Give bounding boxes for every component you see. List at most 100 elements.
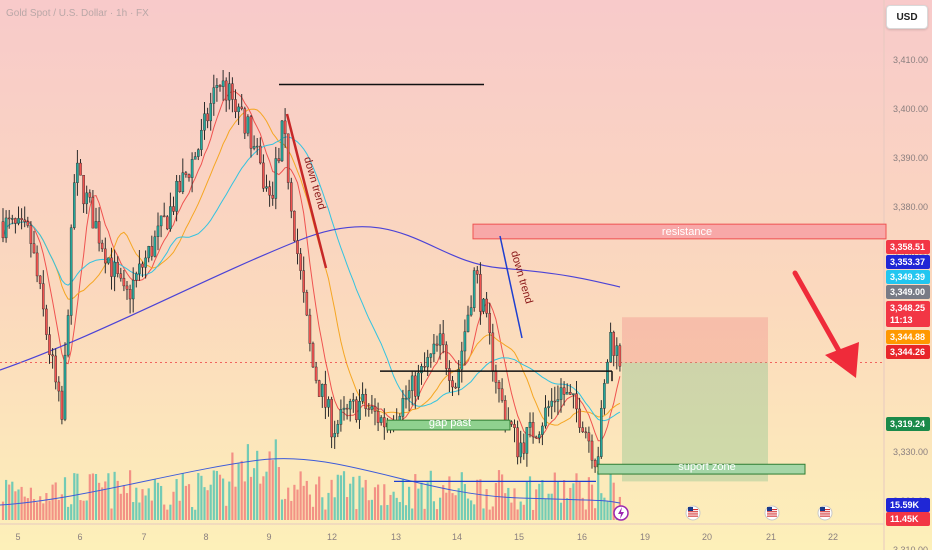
volume-bar (370, 499, 373, 520)
volume-ma-line (0, 458, 621, 506)
volume-bar (119, 493, 122, 520)
volume-badge: 15.59K (886, 498, 930, 512)
candle (196, 148, 200, 161)
candle (283, 108, 287, 148)
volume-bar (315, 484, 318, 520)
volume-bar (125, 493, 129, 520)
candle (14, 217, 17, 234)
volume-bar (395, 497, 398, 520)
y-tick-label: 3,400.00 (893, 104, 928, 114)
candle (562, 381, 566, 406)
candle (352, 392, 355, 413)
candle (339, 399, 343, 432)
x-tick-label: 21 (766, 532, 776, 542)
candle (35, 245, 39, 283)
svg-text:3,358.51: 3,358.51 (890, 242, 925, 252)
volume-bar (67, 506, 70, 520)
candle (51, 348, 54, 369)
lightning-icon[interactable] (613, 505, 629, 521)
volume-bar (442, 485, 445, 520)
volume-bar (479, 479, 482, 520)
volume-bar (544, 498, 547, 520)
us-flag-icon[interactable] (817, 505, 833, 521)
price-badge: 3,348.25 11:13 (886, 301, 930, 327)
candle (575, 380, 578, 423)
volume-bar (445, 492, 448, 520)
candle (531, 412, 535, 444)
volume-bar (547, 493, 550, 520)
downtrend-line-blue (499, 235, 523, 339)
volume-bar (559, 502, 563, 520)
volume-bar (17, 489, 20, 520)
volume-bar (488, 509, 491, 520)
volume-bar (330, 479, 333, 520)
candle (187, 173, 191, 182)
candle (165, 215, 169, 231)
candle (454, 382, 457, 389)
candle (358, 389, 361, 429)
volume-bar (253, 468, 256, 520)
volume-bar (575, 473, 578, 520)
volume-bar (160, 485, 163, 520)
candle (212, 74, 216, 116)
volume-bar (342, 471, 346, 520)
candle (581, 421, 584, 434)
candle (255, 138, 259, 156)
volume-bar (60, 494, 63, 520)
candle (72, 174, 76, 230)
volume-bar (435, 509, 439, 520)
candle (336, 419, 340, 438)
x-tick-label: 14 (452, 532, 462, 542)
volume-bar (510, 502, 513, 520)
volume-bar (138, 502, 141, 520)
candle (128, 284, 132, 314)
volume-bar (404, 505, 408, 520)
volume-bar (525, 481, 528, 520)
volume-bar (541, 479, 544, 520)
candle (113, 249, 116, 292)
volume-bar (426, 482, 429, 520)
candle (612, 330, 615, 367)
us-flag-icon[interactable] (685, 505, 701, 521)
candle (277, 147, 281, 164)
volume-bar (349, 483, 352, 520)
y-tick-label: 3,310.00 (893, 545, 928, 550)
candle (569, 384, 572, 395)
ma-fast-line (2, 90, 621, 442)
candle (345, 403, 349, 420)
volume-bar (606, 501, 609, 520)
volume-bar (470, 500, 473, 520)
candle (234, 89, 237, 119)
volume-bar (417, 488, 420, 520)
candle (420, 363, 423, 385)
candle (376, 402, 380, 432)
volume-bar (587, 477, 590, 520)
candle (342, 396, 346, 421)
candle (472, 267, 476, 312)
currency-button[interactable]: USD (886, 5, 928, 29)
volume-bar (166, 509, 169, 520)
volume-bar (94, 473, 98, 520)
volume-bar (271, 460, 274, 520)
candle (141, 261, 144, 278)
candle (45, 304, 48, 340)
candle (97, 207, 101, 252)
candle (534, 435, 538, 439)
volume-bar (482, 508, 485, 520)
volume-bar (448, 476, 451, 520)
volume-bar (612, 482, 615, 520)
volume-bar (566, 498, 569, 520)
volume-bar (553, 472, 556, 520)
volume-bar (513, 488, 516, 520)
candle (144, 250, 147, 279)
volume-bar (423, 508, 426, 520)
volume-bar (364, 479, 367, 520)
volume-bar (377, 484, 380, 520)
candle (330, 396, 333, 449)
us-flag-icon[interactable] (764, 505, 780, 521)
candle (317, 379, 321, 397)
volume-bar (200, 475, 203, 520)
candle (91, 189, 95, 229)
